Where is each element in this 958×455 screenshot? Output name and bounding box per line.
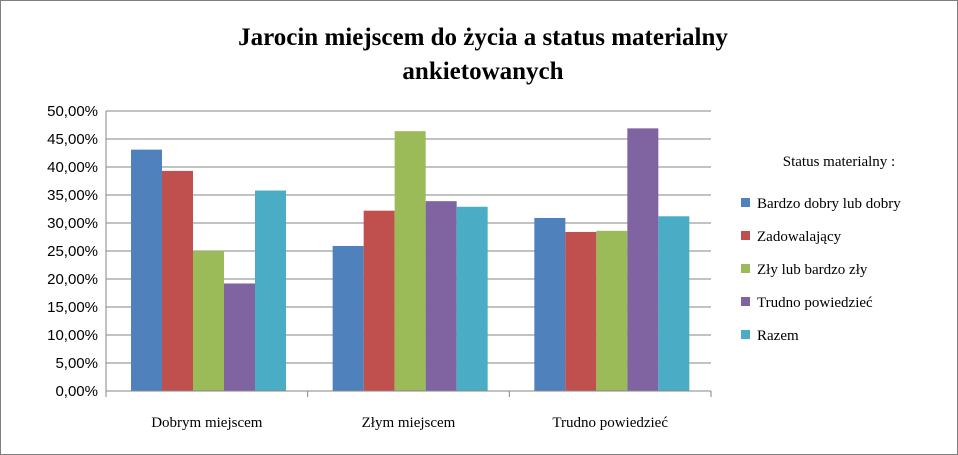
bar-0-0 [131,149,162,391]
y-tick-label: 0,00% [55,383,98,400]
bar-0-1 [332,245,364,391]
legend-title: Status materialny : [783,154,895,170]
bar-2-0 [193,251,224,391]
legend-label: Zadowalający [757,229,842,245]
y-tick-label: 10,00% [47,327,98,344]
bars [131,128,690,392]
x-category-label: Dobrym miejscem [151,415,263,431]
x-category-label: Trudno powiedzieć [552,415,668,431]
legend-swatch [741,231,750,240]
legend-swatch [741,297,750,306]
bar-4-1 [456,206,488,391]
legend-swatch [741,264,750,273]
axes [105,111,712,397]
y-tick-label: 40,00% [47,159,98,176]
chart-title-line-2: ankietowanych [402,58,563,85]
y-tick-label: 5,00% [55,355,98,372]
y-tick-label: 20,00% [47,271,98,288]
bar-4-0 [255,190,286,391]
legend: Status materialny : Bardzo dobry lub dob… [741,154,901,344]
y-tick-label: 50,00% [47,103,98,120]
y-axis-ticks: 0,00% 5,00% 10,00% 15,00% 20,00% 25,00% 30,00%… [47,103,98,400]
bar-3-1 [425,201,457,391]
bar-4-2 [658,216,690,391]
bar-3-2 [627,128,659,392]
legend-swatch [741,330,750,339]
chart-title-line-1: Jarocin miejscem do życia a status mater… [238,24,728,51]
y-tick-label: 30,00% [47,215,98,232]
bar-3-0 [224,283,255,391]
bar-2-1 [394,131,426,391]
bar-0-2 [534,217,566,391]
bar-2-2 [596,230,628,391]
bar-1-1 [363,210,395,391]
y-tick-label: 35,00% [47,187,98,204]
x-category-label: Złym miejscem [362,415,456,431]
legend-label: Bardzo dobry lub dobry [757,196,901,212]
y-tick-label: 45,00% [47,131,98,148]
legend-label: Zły lub bardzo zły [757,262,868,278]
x-axis-categories: Dobrym miejscem Złym miejscem Trudno powie… [151,415,668,431]
y-tick-label: 25,00% [47,243,98,260]
bar-1-0 [162,170,193,391]
legend-swatch [741,198,750,207]
legend-label: Trudno powiedzieć [757,295,873,311]
bar-1-2 [565,231,597,391]
y-tick-label: 15,00% [47,299,98,316]
legend-label: Razem [757,328,799,344]
